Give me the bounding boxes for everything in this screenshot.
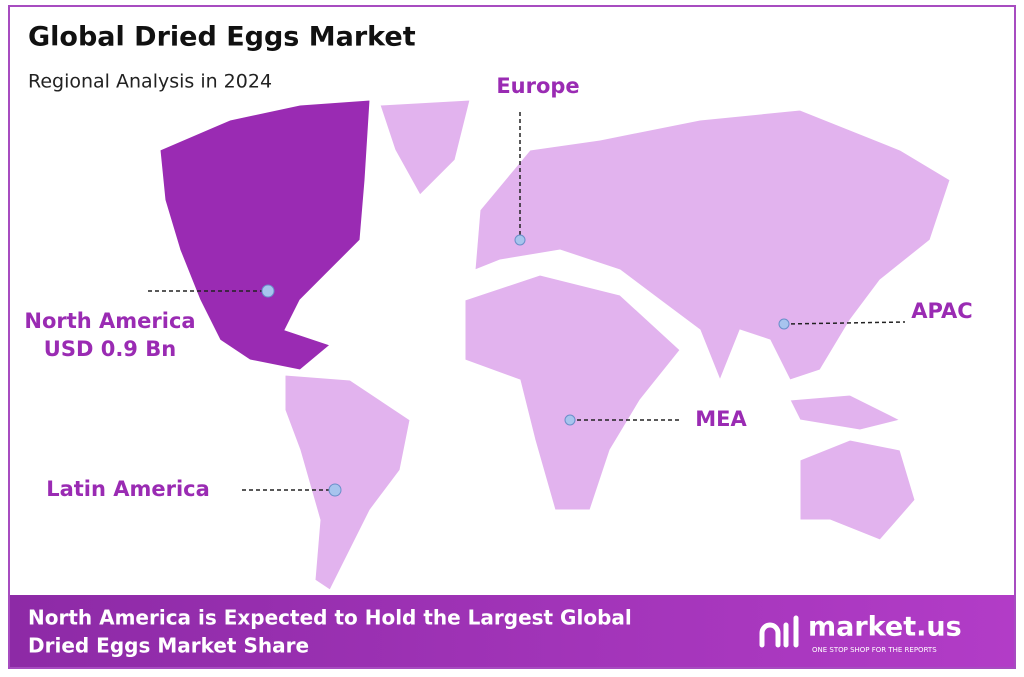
footer-text: North America is Expected to Hold the La… bbox=[28, 606, 632, 630]
north-america bbox=[159, 99, 371, 371]
logo-tagline: ONE STOP SHOP FOR THE REPORTS bbox=[812, 646, 937, 654]
marker-apac bbox=[778, 318, 790, 330]
australia bbox=[799, 439, 916, 541]
marker-north-america bbox=[261, 284, 275, 298]
footer-band bbox=[10, 595, 1014, 667]
region-label: North America bbox=[24, 309, 195, 333]
marker-europe bbox=[514, 234, 526, 246]
markers bbox=[261, 234, 790, 497]
region-label: Europe bbox=[496, 74, 579, 98]
title: Global Dried Eggs Market bbox=[28, 22, 416, 53]
eurasia bbox=[474, 109, 951, 382]
leaders bbox=[148, 112, 906, 491]
leader-apac bbox=[783, 321, 906, 325]
world-map bbox=[159, 99, 951, 591]
latin-america bbox=[284, 374, 411, 591]
marker-mea bbox=[564, 414, 576, 426]
marker-latin-america bbox=[328, 483, 342, 497]
logo-bars bbox=[783, 615, 799, 648]
africa bbox=[464, 274, 681, 511]
region-label: Latin America bbox=[46, 477, 210, 501]
region-label: APAC bbox=[911, 299, 972, 323]
logo-arc bbox=[759, 622, 781, 648]
footer-text: Dried Eggs Market Share bbox=[28, 634, 309, 658]
region-label: MEA bbox=[695, 407, 747, 431]
region-value: USD 0.9 Bn bbox=[44, 337, 176, 361]
logo-icon bbox=[759, 615, 799, 648]
islands bbox=[789, 394, 902, 431]
subtitle: Regional Analysis in 2024 bbox=[28, 71, 272, 93]
greenland bbox=[379, 99, 471, 196]
logo-text: market.us bbox=[808, 612, 962, 643]
